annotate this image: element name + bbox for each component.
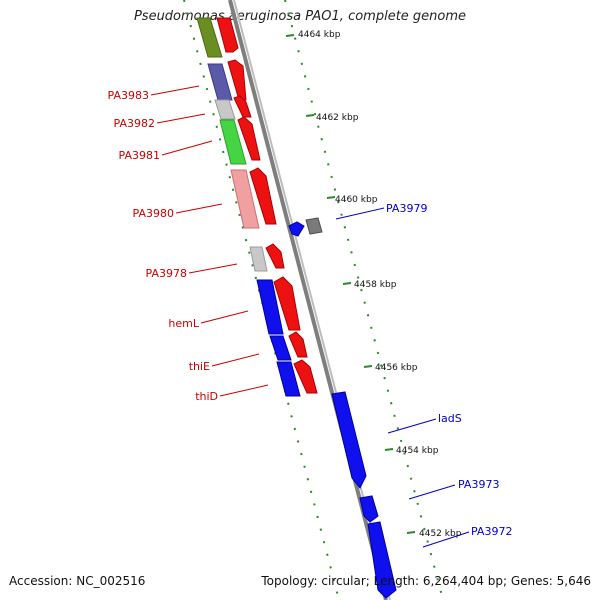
- kbp-label-4458: 4458 kbp: [354, 280, 397, 290]
- gene-label-pa3973[interactable]: PA3973: [458, 478, 499, 491]
- map-title: Pseudomonas aeruginosa PAO1, complete ge…: [133, 9, 467, 24]
- right-gene-features: [288, 217, 397, 599]
- kbp-label-4464: 4464 kbp: [298, 30, 341, 40]
- gene-label-pa3983[interactable]: PA3983: [108, 89, 149, 102]
- kbp-label-4452: 4452 kbp: [419, 529, 462, 539]
- right-gene-leaders: [335, 207, 470, 548]
- kbp-axis-labels: 4464 kbp 4462 kbp 4460 kbp 4458 kbp 4456…: [298, 30, 462, 539]
- left-gene-leaders: [150, 85, 269, 397]
- kbp-label-4456: 4456 kbp: [375, 363, 418, 373]
- kbp-label-4454: 4454 kbp: [396, 446, 439, 456]
- right-gene-labels: PA3979 ladS PA3973 PA3972: [386, 202, 512, 538]
- accession-label: Accession: NC_002516: [9, 574, 146, 588]
- gene-label-thid[interactable]: thiD: [195, 390, 218, 403]
- gene-label-pa3981[interactable]: PA3981: [119, 149, 160, 162]
- gene-label-pa3982[interactable]: PA3982: [114, 117, 155, 130]
- left-gene-arrows: [216, 17, 318, 394]
- gene-label-pa3980[interactable]: PA3980: [133, 207, 174, 220]
- kbp-label-4462: 4462 kbp: [316, 113, 359, 123]
- gene-label-lads[interactable]: ladS: [438, 412, 462, 425]
- gene-label-thie[interactable]: thiE: [189, 360, 210, 373]
- gene-label-pa3979[interactable]: PA3979: [386, 202, 427, 215]
- left-gene-labels: PA3983 PA3982 PA3981 PA3980 PA3978 hemL …: [108, 89, 218, 403]
- kbp-major-ticks: [285, 34, 416, 534]
- left-cog-blocks: [196, 17, 301, 397]
- gene-label-pa3978[interactable]: PA3978: [146, 267, 187, 280]
- gene-label-pa3972[interactable]: PA3972: [471, 525, 512, 538]
- kbp-label-4460: 4460 kbp: [335, 195, 378, 205]
- gene-label-heml[interactable]: hemL: [168, 317, 199, 330]
- genome-summary-label: Topology: circular; Length: 6,264,404 bp…: [261, 574, 591, 588]
